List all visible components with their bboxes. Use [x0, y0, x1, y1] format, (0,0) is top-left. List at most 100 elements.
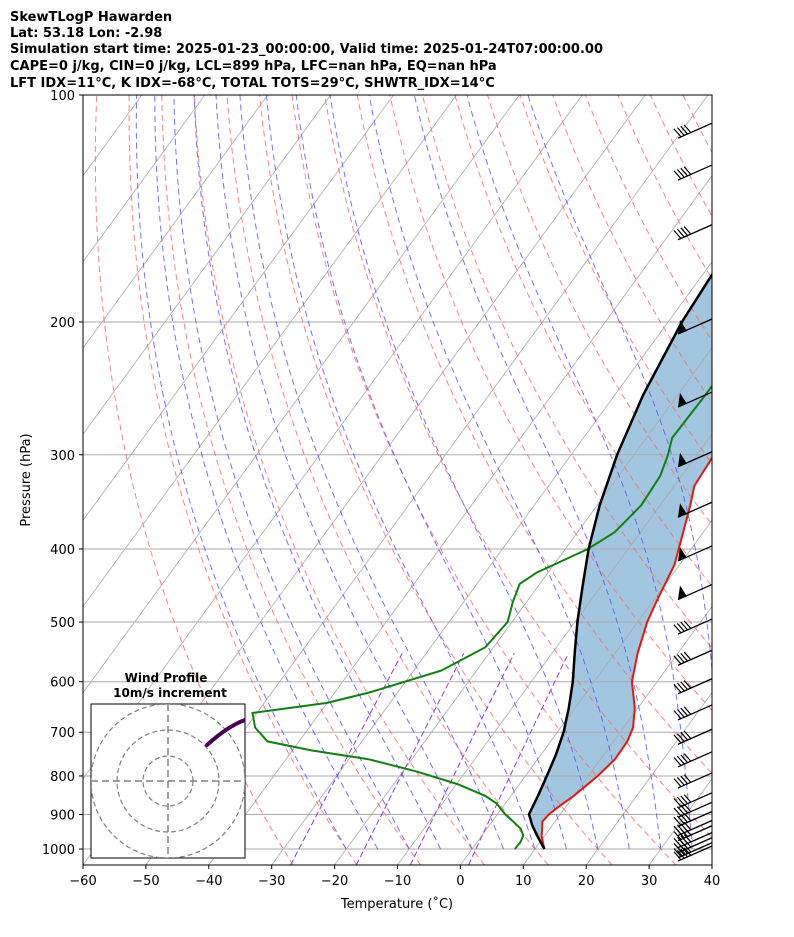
isotherm-line [271, 261, 712, 865]
moist-adiabat-line [154, 95, 379, 850]
parcel-line [527, 272, 712, 850]
x-tick-label: −30 [258, 874, 285, 889]
wind-barb [673, 678, 713, 695]
moist-adiabat-line [466, 95, 693, 850]
wind-barb-feather [683, 124, 692, 134]
wind-barb [673, 751, 713, 768]
wind-barb-staff [677, 678, 713, 695]
wind-barb [673, 224, 713, 241]
wind-barbs [673, 122, 713, 862]
wind-barb-feather [673, 170, 682, 180]
wind-barb-pennant [678, 319, 687, 334]
wind-barb-feather [676, 733, 685, 743]
isotherm-line [83, 95, 206, 263]
wind-barb [673, 772, 713, 789]
wind-barb-feather [673, 778, 682, 788]
y-tick-label: 800 [50, 770, 75, 785]
moist-adiabat-line [329, 95, 599, 850]
wind-barb [673, 792, 713, 809]
dewpoint-line [251, 384, 712, 850]
wind-barb-staff [677, 837, 713, 854]
dry-adiabat-line [259, 95, 613, 865]
wind-barb-feather [673, 734, 682, 744]
wind-barb-feather [673, 837, 682, 847]
wind-barb-feather [673, 851, 682, 861]
wind-barb-staff [677, 728, 713, 745]
isotherm-line [83, 95, 457, 608]
wind-barb-staff [677, 792, 713, 809]
wind-barb-feather [673, 655, 682, 665]
wind-profile-inset: Wind Profile 10m/s increment [90, 671, 246, 859]
wind-barb-feather [676, 836, 685, 846]
wind-barb-staff [677, 832, 713, 849]
moist-adiabat-line [173, 95, 410, 850]
y-tick-label: 900 [50, 809, 75, 824]
wind-barb-feather [683, 774, 692, 784]
isotherm-line [83, 95, 394, 522]
location-line: Lat: 53.18 Lon: -2.98 [10, 26, 162, 41]
x-tick-label: −10 [384, 874, 411, 889]
wind-barb [673, 832, 713, 849]
wind-barb-feather [683, 706, 692, 716]
wind-barb-feather [676, 654, 685, 664]
wind-barb-feather [676, 796, 685, 806]
wind-barb-staff [677, 164, 713, 181]
dry-adiabat-line [94, 95, 294, 865]
x-tick-label: 40 [704, 874, 721, 889]
wind-barb-feather [676, 623, 685, 632]
wind-barb-feather [676, 776, 685, 786]
x-axis-ticks: −60 −50 −40 −30 −20 −10 0 10 20 30 40 [69, 865, 720, 889]
wind-barb-staff [677, 618, 713, 635]
wind-barb-feather [676, 708, 685, 718]
wind-barb-feather [680, 775, 689, 785]
dry-adiabat-line [421, 95, 712, 649]
wind-barb-feather [673, 843, 682, 852]
wind-barb-feather [676, 169, 685, 178]
wind-barb-feather [673, 848, 682, 857]
wind-barb [677, 501, 713, 518]
wind-barb-pennant [678, 503, 687, 518]
wind-barb [673, 649, 713, 666]
wind-barb-feather [673, 825, 682, 835]
wind-barb-staff [677, 842, 713, 859]
dry-adiabat-line [291, 95, 677, 865]
mixing-ratio-line [290, 653, 403, 865]
dry-adiabat-line [226, 95, 549, 865]
moist-adiabat-line [527, 95, 712, 674]
moist-adiabat-line [368, 95, 630, 850]
wind-barb-feather [673, 757, 682, 766]
wind-barb-staff [677, 649, 713, 666]
x-tick-label: 30 [641, 874, 658, 889]
wind-barb-staff [677, 772, 713, 789]
wind-barb [677, 583, 713, 601]
sounding-profiles [251, 272, 712, 850]
y-axis-label: Pressure (hPa) [19, 433, 34, 526]
wind-barb-feather [673, 684, 682, 693]
moist-adiabat-line [135, 95, 347, 850]
wind-barb-feather [676, 850, 685, 859]
wind-barb-pennant [678, 585, 687, 600]
wind-barb [677, 318, 713, 335]
x-axis-label: Temperature (˚C) [340, 896, 453, 912]
y-tick-label: 1000 [42, 843, 75, 858]
wind-barb-feather [680, 795, 689, 805]
wind-barb-staff [677, 224, 713, 241]
index-line: LFT IDX=11°C, K IDX=-68°C, TOTAL TOTS=29… [10, 76, 495, 91]
wind-barb [677, 451, 713, 468]
wind-barb-feather [683, 620, 692, 630]
wind-barb-feather [683, 730, 692, 740]
x-tick-label: 0 [456, 874, 464, 889]
moist-adiabat-line [413, 95, 662, 850]
wind-barb-feather [676, 682, 685, 692]
wind-barb-feather [683, 794, 692, 803]
wind-barb [673, 122, 713, 139]
wind-barb-pennant [678, 546, 687, 561]
temperature-line [540, 456, 712, 850]
wind-barb-feather [680, 227, 689, 237]
x-tick-label: −50 [132, 874, 159, 889]
wind-barb [673, 618, 713, 635]
wind-barb-feather [680, 125, 689, 135]
mixing-ratio-line [409, 653, 515, 865]
wind-barb-staff [677, 825, 713, 842]
